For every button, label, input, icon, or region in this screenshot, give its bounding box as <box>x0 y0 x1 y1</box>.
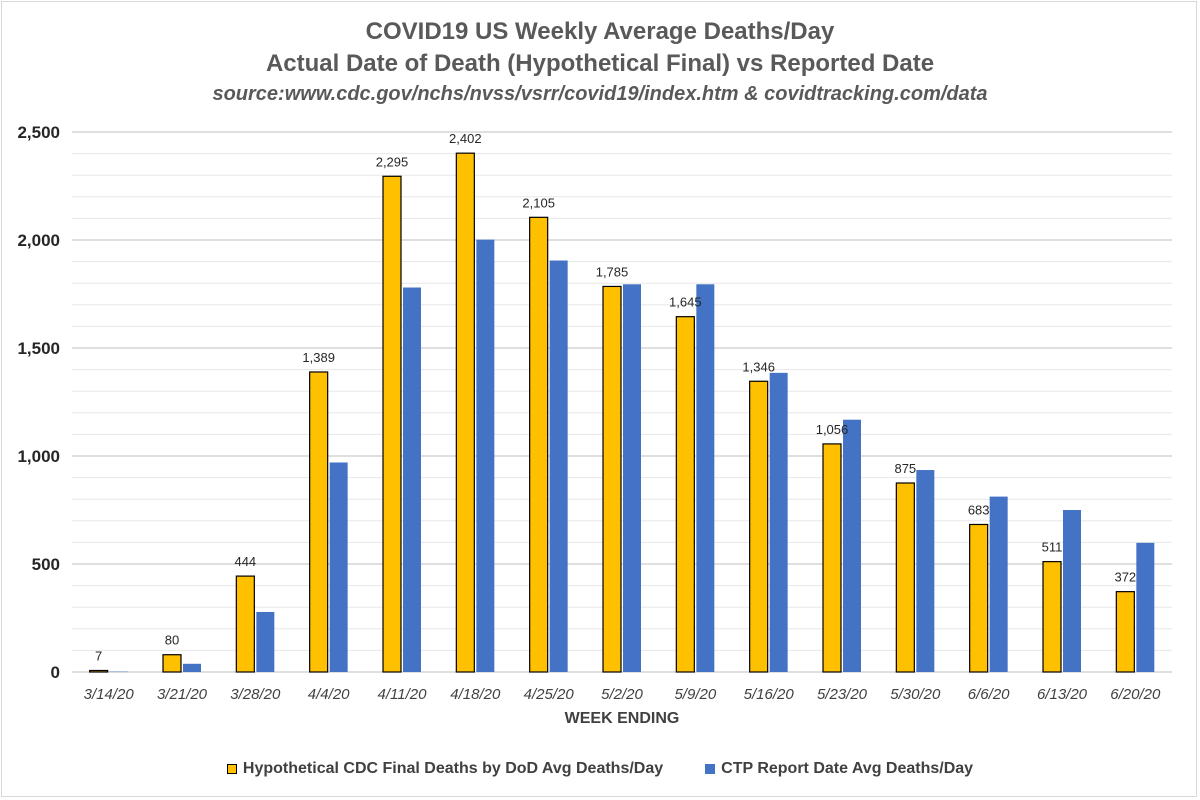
bar-ctp <box>329 462 348 672</box>
bar-ctp <box>549 260 568 672</box>
bar-ctp <box>843 419 861 672</box>
bar-ctp <box>916 470 935 672</box>
x-tick-label: 3/28/20 <box>230 686 281 703</box>
bar-cdc <box>1042 561 1062 673</box>
data-label-cdc: 444 <box>234 554 256 569</box>
bar-ctp <box>769 372 788 672</box>
data-label-cdc: 80 <box>165 633 179 648</box>
data-label-cdc: 875 <box>894 461 916 476</box>
chart-subtitle: Actual Date of Death (Hypothetical Final… <box>265 50 935 77</box>
y-tick-label: 1,000 <box>17 447 60 466</box>
data-label-cdc: 372 <box>1114 570 1136 585</box>
x-tick-label: 6/20/20 <box>1110 686 1161 703</box>
bar-cdc <box>675 316 695 673</box>
x-axis-ticks: 3/14/20 3/21/20 3/28/20 4/4/20 4/11/20 4/18/2… <box>84 686 1161 703</box>
bar-cdc <box>235 575 255 673</box>
x-tick-label: 5/2/20 <box>601 686 643 703</box>
y-tick-label: 2,000 <box>17 231 60 250</box>
bar-ctp <box>256 611 275 672</box>
x-tick-label: 3/21/20 <box>157 686 208 703</box>
x-tick-label: 6/13/20 <box>1037 686 1088 703</box>
chart-source: source:www.cdc.gov/nchs/nvss/vsrr/covid1… <box>212 83 988 105</box>
bar-cdc <box>969 523 989 673</box>
bar-ctp <box>623 284 641 672</box>
bar-ctp <box>1136 542 1155 672</box>
bar-ctp <box>183 663 201 672</box>
legend-label-cdc: Hypothetical CDC Final Deaths by DoD Avg… <box>242 760 664 777</box>
data-label-cdc: 511 <box>1042 540 1063 555</box>
bar-ctp <box>1063 510 1081 672</box>
bar-ctp <box>989 496 1008 672</box>
data-label-cdc: 1,389 <box>302 350 335 365</box>
x-tick-label: 5/16/20 <box>744 686 795 703</box>
legend: Hypothetical CDC Final Deaths by DoD Avg… <box>0 760 1200 778</box>
bar-ctp <box>403 287 421 672</box>
x-tick-label: 4/18/20 <box>450 686 501 703</box>
bar-cdc <box>1115 591 1135 673</box>
bar-cdc <box>602 285 622 673</box>
chart-title: COVID19 US Weekly Average Deaths/Day <box>365 18 835 45</box>
bar-cdc <box>749 380 769 673</box>
bar-cdc <box>822 443 842 673</box>
data-label-cdc: 2,402 <box>449 131 482 146</box>
bar-cdc <box>309 371 329 673</box>
y-tick-label: 2,500 <box>17 123 60 142</box>
bar-ctp <box>476 239 495 672</box>
data-labels: 7 80 444 1,389 2,295 2,402 2,105 1,785 1,645 1,34… <box>95 131 1136 663</box>
x-tick-label: 5/23/20 <box>817 686 868 703</box>
data-label-cdc: 1,346 <box>742 359 775 374</box>
data-label-cdc: 2,295 <box>376 154 409 169</box>
y-tick-label: 500 <box>32 555 60 574</box>
chart-titles: COVID19 US Weekly Average Deaths/Day Act… <box>0 16 1200 108</box>
x-tick-label: 3/14/20 <box>84 686 135 703</box>
x-tick-label: 4/11/20 <box>378 686 428 703</box>
bars <box>89 152 1155 673</box>
data-label-cdc: 1,056 <box>816 422 849 437</box>
x-tick-label: 5/30/20 <box>890 686 941 703</box>
y-tick-label: 1,500 <box>17 339 60 358</box>
bar-ctp <box>109 671 128 673</box>
legend-label-ctp: CTP Report Date Avg Deaths/Day <box>721 760 974 777</box>
data-label-cdc: 1,785 <box>596 264 629 279</box>
x-tick-label: 4/4/20 <box>308 686 350 703</box>
data-label-cdc: 683 <box>968 502 990 517</box>
x-axis-label: WEEK ENDING <box>565 710 680 727</box>
bar-ctp <box>696 284 715 672</box>
gridlines <box>72 131 1172 673</box>
legend-item-ctp: CTP Report Date Avg Deaths/Day <box>705 760 973 778</box>
x-tick-label: 4/25/20 <box>524 686 575 703</box>
data-label-cdc: 7 <box>95 648 102 663</box>
bar-cdc <box>382 175 402 673</box>
legend-swatch-cdc <box>226 764 237 774</box>
bar-cdc <box>162 654 182 673</box>
bar-cdc <box>89 669 109 673</box>
bar-cdc <box>529 216 549 673</box>
bar-cdc <box>455 152 475 673</box>
data-label-cdc: 1,645 <box>669 295 702 310</box>
x-tick-label: 6/6/20 <box>968 686 1010 703</box>
bar-cdc <box>895 482 915 673</box>
x-tick-label: 5/9/20 <box>674 686 716 703</box>
data-label-cdc: 2,105 <box>522 195 555 210</box>
y-axis-ticks: 0 500 1,000 1,500 2,000 2,500 <box>17 123 60 682</box>
legend-swatch-ctp <box>705 764 716 774</box>
y-tick-label: 0 <box>51 663 60 682</box>
legend-item-cdc: Hypothetical CDC Final Deaths by DoD Avg… <box>226 760 664 778</box>
